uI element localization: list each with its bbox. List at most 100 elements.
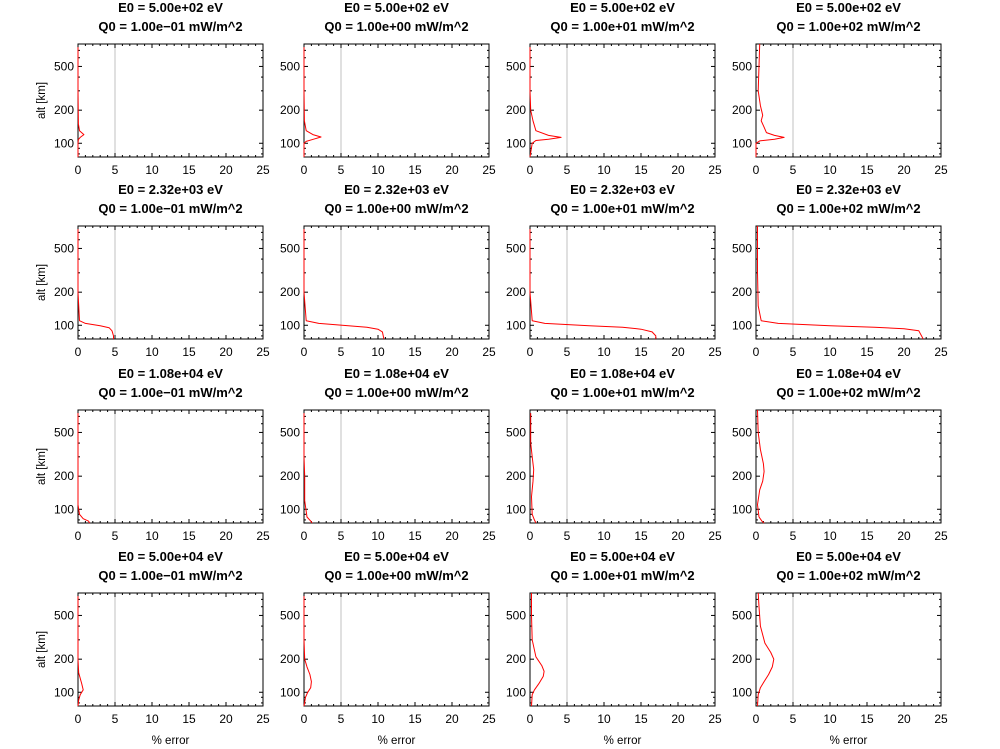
error-curve xyxy=(303,229,385,340)
x-tick-label: 0 xyxy=(753,163,760,177)
x-tick-label: 5 xyxy=(790,163,797,177)
error-curve xyxy=(303,596,312,707)
x-tick-label: 20 xyxy=(897,712,911,726)
y-tick-label: 100 xyxy=(506,318,526,332)
panel-title-q0: Q0 = 1.00e+00 mW/m^2 xyxy=(324,201,468,216)
x-tick-label: 20 xyxy=(897,529,911,543)
x-tick-label: 5 xyxy=(564,712,571,726)
y-axis-label: alt [km] xyxy=(36,448,48,485)
x-tick-label: 10 xyxy=(145,529,159,543)
x-tick-label: 5 xyxy=(112,163,119,177)
x-tick-label: 0 xyxy=(75,345,82,359)
x-tick-label: 20 xyxy=(445,712,459,726)
panel-3-2: E0 = 5.00e+04 eV Q0 = 1.00e+01 mW/m^2 0 5 10… xyxy=(506,549,722,747)
x-tick-label: 0 xyxy=(301,712,308,726)
y-tick-label: 200 xyxy=(506,469,526,483)
panel-frame xyxy=(77,592,264,707)
x-tick-label: 0 xyxy=(301,529,308,543)
x-tick-label: 25 xyxy=(256,712,270,726)
x-axis-label: % error xyxy=(378,735,416,747)
y-tick-label: 200 xyxy=(732,652,752,666)
x-tick-label: 20 xyxy=(219,163,233,177)
y-tick-label: 200 xyxy=(732,285,752,299)
panel-title-e0: E0 = 5.00e+04 eV xyxy=(570,549,675,564)
panel-frame xyxy=(303,43,490,158)
y-tick-label: 500 xyxy=(280,59,300,73)
x-tick-label: 5 xyxy=(564,529,571,543)
x-tick-label: 25 xyxy=(482,712,496,726)
y-tick-label: 500 xyxy=(732,425,752,439)
panel-1-1: E0 = 2.32e+03 eV Q0 = 1.00e+00 mW/m^2 0 5 10… xyxy=(280,182,496,359)
x-tick-label: 5 xyxy=(790,712,797,726)
x-tick-label: 15 xyxy=(634,712,648,726)
error-curve xyxy=(530,413,537,524)
x-tick-label: 5 xyxy=(112,345,119,359)
y-tick-label: 100 xyxy=(54,136,74,150)
error-curve xyxy=(77,47,85,157)
panel-0-3: E0 = 5.00e+02 eV Q0 = 1.00e+02 mW/m^2 0 5 10… xyxy=(732,0,948,177)
x-tick-label: 20 xyxy=(671,345,685,359)
y-tick-label: 100 xyxy=(280,136,300,150)
x-tick-label: 25 xyxy=(934,529,948,543)
x-tick-label: 5 xyxy=(564,163,571,177)
panel-title-e0: E0 = 5.00e+04 eV xyxy=(118,549,223,564)
panel-title-e0: E0 = 5.00e+02 eV xyxy=(570,0,675,15)
y-tick-label: 100 xyxy=(506,685,526,699)
x-axis-label: % error xyxy=(604,735,642,747)
x-tick-label: 15 xyxy=(408,345,422,359)
panel-title-e0: E0 = 1.08e+04 eV xyxy=(118,366,223,381)
x-tick-label: 10 xyxy=(823,345,837,359)
y-tick-label: 200 xyxy=(732,103,752,117)
y-tick-label: 500 xyxy=(54,608,74,622)
x-tick-label: 25 xyxy=(482,529,496,543)
x-tick-label: 15 xyxy=(408,529,422,543)
error-curve xyxy=(77,413,91,524)
x-tick-label: 25 xyxy=(256,163,270,177)
y-tick-label: 500 xyxy=(732,59,752,73)
x-tick-label: 25 xyxy=(934,163,948,177)
y-tick-label: 500 xyxy=(280,608,300,622)
panel-2-2: E0 = 1.08e+04 eV Q0 = 1.00e+01 mW/m^2 0 5 10… xyxy=(506,366,722,543)
error-curve xyxy=(757,409,765,524)
error-curve xyxy=(529,229,657,339)
panel-title-q0: Q0 = 1.00e+02 mW/m^2 xyxy=(776,19,920,34)
panel-title-e0: E0 = 5.00e+02 eV xyxy=(118,0,223,15)
x-tick-label: 15 xyxy=(860,529,874,543)
x-tick-label: 15 xyxy=(182,712,196,726)
x-tick-label: 15 xyxy=(860,712,874,726)
y-tick-label: 100 xyxy=(280,685,300,699)
y-tick-label: 100 xyxy=(54,685,74,699)
panel-title-e0: E0 = 1.08e+04 eV xyxy=(570,366,675,381)
y-tick-label: 200 xyxy=(280,652,300,666)
y-tick-label: 500 xyxy=(732,241,752,255)
panel-frame xyxy=(303,225,490,340)
x-tick-label: 5 xyxy=(338,345,345,359)
y-tick-label: 200 xyxy=(54,469,74,483)
x-tick-label: 25 xyxy=(708,712,722,726)
x-tick-label: 10 xyxy=(371,345,385,359)
panel-frame xyxy=(529,592,716,707)
x-tick-label: 25 xyxy=(482,163,496,177)
y-tick-label: 200 xyxy=(280,469,300,483)
x-tick-label: 15 xyxy=(634,529,648,543)
panel-frame xyxy=(77,225,264,340)
panel-title-e0: E0 = 1.08e+04 eV xyxy=(344,366,449,381)
y-tick-label: 200 xyxy=(506,103,526,117)
x-tick-label: 5 xyxy=(790,529,797,543)
x-tick-label: 0 xyxy=(527,163,534,177)
y-tick-label: 100 xyxy=(54,502,74,516)
panel-frame xyxy=(755,43,942,158)
panel-title-q0: Q0 = 1.00e+01 mW/m^2 xyxy=(550,19,694,34)
y-tick-label: 200 xyxy=(54,285,74,299)
x-tick-label: 20 xyxy=(897,163,911,177)
y-axis-label: alt [km] xyxy=(36,82,48,119)
x-tick-label: 15 xyxy=(860,163,874,177)
panel-frame xyxy=(755,592,942,707)
y-tick-label: 500 xyxy=(280,425,300,439)
y-tick-label: 200 xyxy=(506,285,526,299)
x-tick-label: 25 xyxy=(708,345,722,359)
panel-title-q0: Q0 = 1.00e+02 mW/m^2 xyxy=(776,385,920,400)
x-tick-label: 20 xyxy=(445,529,459,543)
error-curve xyxy=(303,413,313,524)
error-curve xyxy=(757,226,924,340)
